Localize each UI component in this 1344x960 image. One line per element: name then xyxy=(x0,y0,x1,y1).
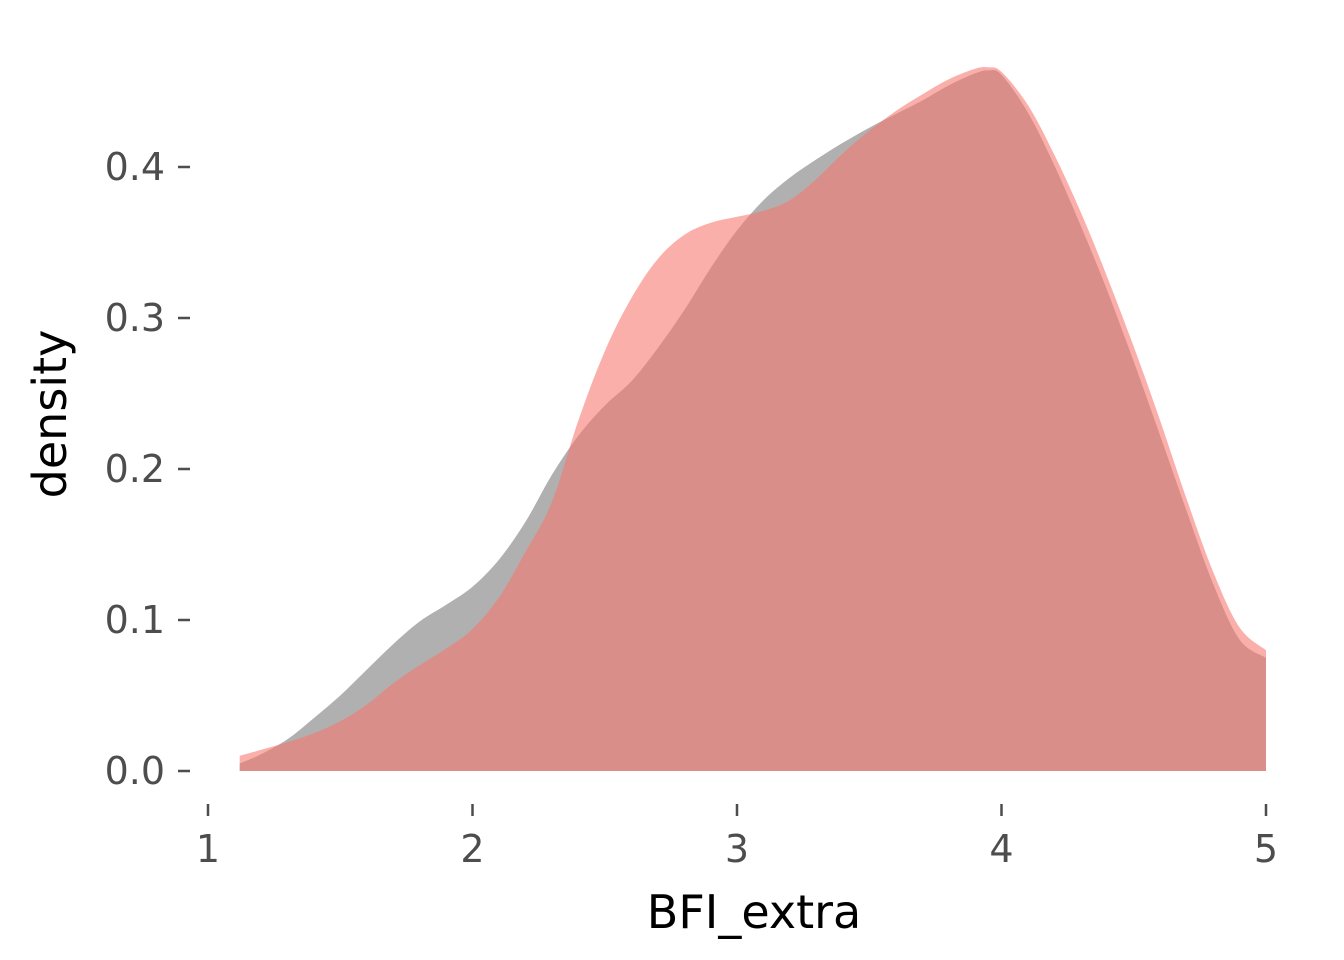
density-area-series-2 xyxy=(239,67,1267,772)
x-axis: 1 2 3 4 5 xyxy=(196,804,1278,871)
plot-area xyxy=(239,67,1267,772)
y-axis: 0.0 0.1 0.2 0.3 0.4 xyxy=(105,145,190,793)
x-tick-label: 1 xyxy=(196,827,220,871)
y-tick-label: 0.1 xyxy=(105,598,165,642)
y-axis-title: density xyxy=(23,330,77,499)
y-tick-label: 0.3 xyxy=(105,296,165,340)
x-tick-label: 5 xyxy=(1254,827,1278,871)
x-axis-title: BFI_extra xyxy=(647,885,861,939)
x-tick-label: 2 xyxy=(460,827,484,871)
y-tick-label: 0.0 xyxy=(105,749,165,793)
y-tick-label: 0.4 xyxy=(105,145,165,189)
x-tick-label: 4 xyxy=(989,827,1013,871)
y-tick-label: 0.2 xyxy=(105,447,165,491)
x-tick-label: 3 xyxy=(725,827,749,871)
